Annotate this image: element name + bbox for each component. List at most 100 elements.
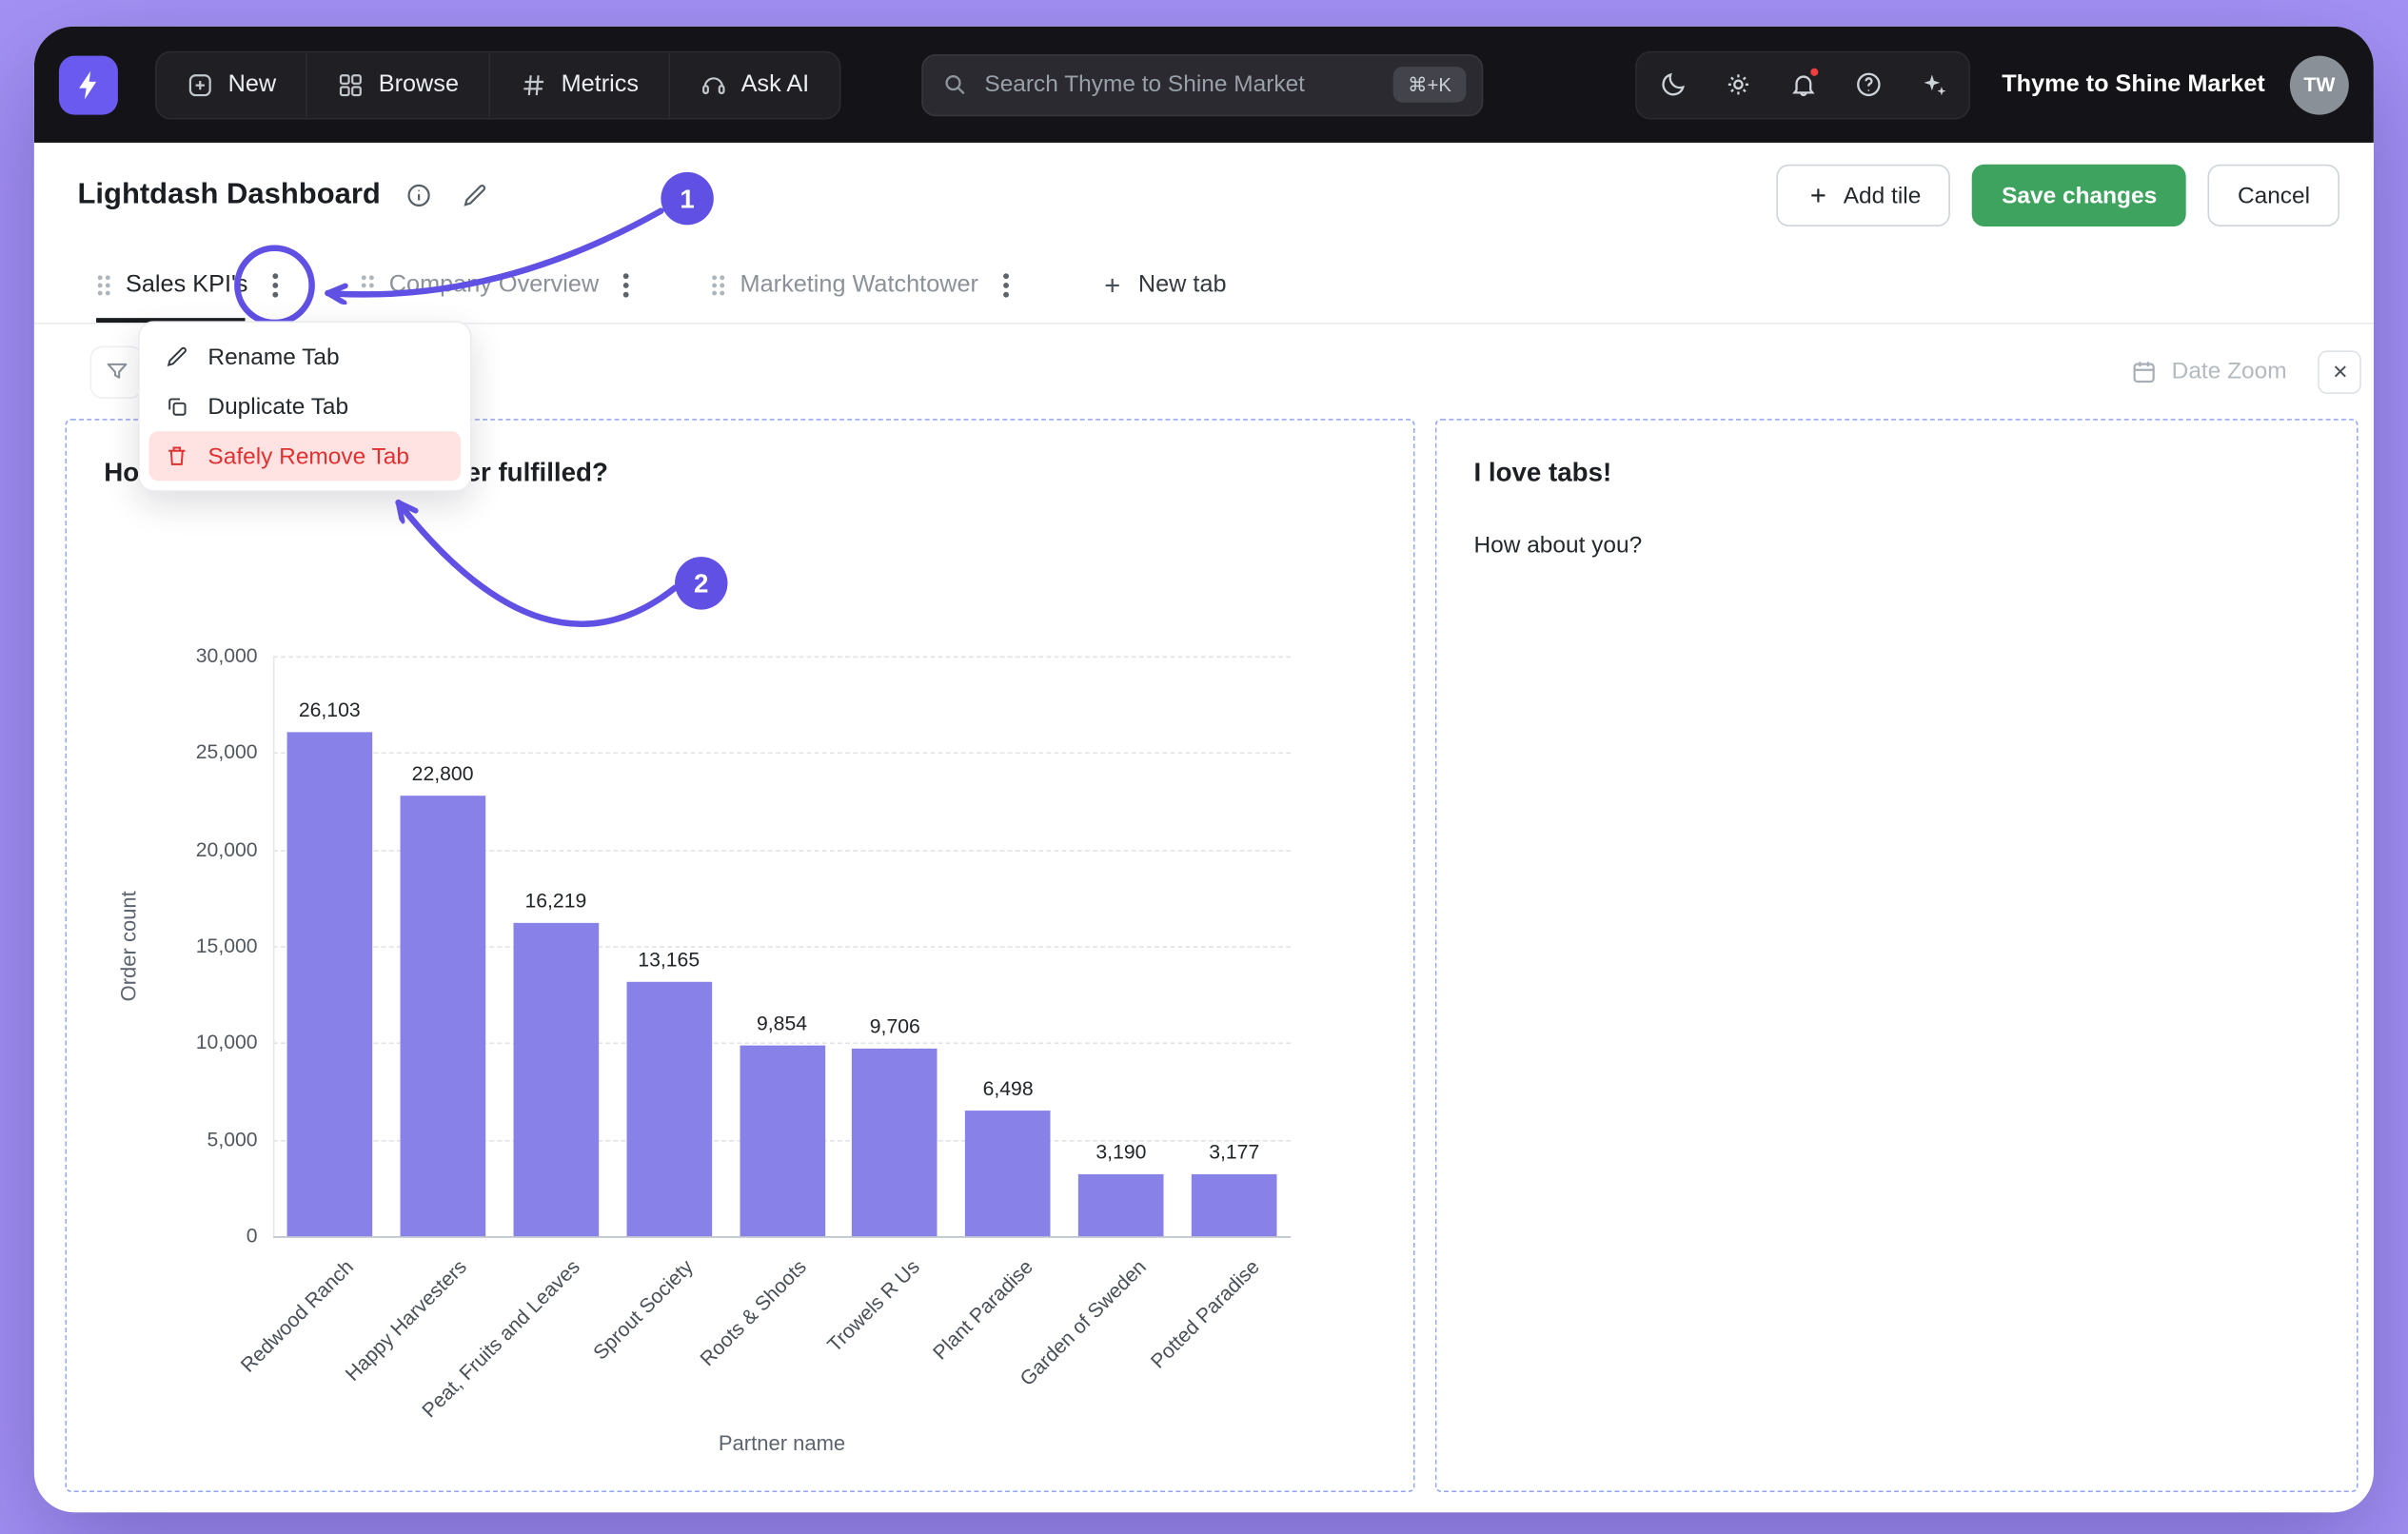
tab-menu-trigger[interactable] xyxy=(613,266,640,305)
y-tick-label: 5,000 xyxy=(207,1127,258,1150)
workspace-name: Thyme to Shine Market xyxy=(2002,70,2265,97)
x-category-label: Happy Harvesters xyxy=(341,1254,472,1386)
y-axis-line xyxy=(272,656,275,1237)
ask-ai-headset-icon xyxy=(700,70,727,98)
navbar-icon-group xyxy=(1635,49,1971,119)
browse-button[interactable]: Browse xyxy=(306,51,488,118)
bar-value-label: 6,498 xyxy=(982,1076,1034,1100)
notifications-button[interactable] xyxy=(1770,53,1835,115)
dark-mode-toggle[interactable] xyxy=(1640,53,1705,115)
dashboard-tabs: Sales KPI's Company Overview Marketing W… xyxy=(33,247,2374,324)
new-button[interactable]: New xyxy=(157,52,306,117)
close-button[interactable] xyxy=(2318,349,2361,394)
tab-label: Marketing Watchtower xyxy=(740,271,978,298)
bar-value-label: 13,165 xyxy=(638,947,701,972)
gridline xyxy=(272,1042,1292,1045)
tab-menu-trigger-annotated[interactable] xyxy=(262,266,288,305)
search-input[interactable] xyxy=(981,69,1380,100)
pencil-icon xyxy=(165,344,189,369)
search-shortcut-badge: ⌘+K xyxy=(1393,67,1466,103)
save-changes-button[interactable]: Save changes xyxy=(1972,164,2187,226)
y-tick-label: 10,000 xyxy=(195,1030,258,1054)
help-button[interactable] xyxy=(1836,53,1901,115)
dashboard-header: Lightdash Dashboard Add tile Save change… xyxy=(33,142,2374,248)
gridline xyxy=(272,656,1292,659)
tab-marketing-watchtower[interactable]: Marketing Watchtower xyxy=(711,248,1019,323)
nav-button-group: New Browse Metrics xyxy=(155,49,840,119)
sparkles-button[interactable] xyxy=(1901,53,1965,115)
new-button-label: New xyxy=(227,70,277,97)
drag-handle-icon[interactable] xyxy=(96,273,111,298)
ask-ai-button-label: Ask AI xyxy=(740,70,810,97)
bar-value-label: 9,854 xyxy=(756,1011,808,1035)
hash-icon xyxy=(520,70,547,98)
header-actions: Add tile Save changes Cancel xyxy=(1776,164,2340,226)
new-tab-button[interactable]: New tab xyxy=(1090,248,1235,323)
date-zoom-button[interactable]: Date Zoom xyxy=(2114,358,2302,385)
menu-item-rename-tab[interactable]: Rename Tab xyxy=(148,332,461,382)
browse-button-label: Browse xyxy=(378,70,459,97)
tab-company-overview[interactable]: Company Overview xyxy=(360,248,640,323)
chart-area: Order count Partner name 0 5,000 10,000 15,… xyxy=(67,421,1413,1491)
funnel-icon xyxy=(103,359,129,385)
bar-value-label: 3,190 xyxy=(1095,1140,1147,1164)
bar-happy-harvesters[interactable] xyxy=(400,795,485,1237)
drag-handle-icon[interactable] xyxy=(711,273,726,298)
tab-sales-kpis[interactable]: Sales KPI's xyxy=(96,248,288,324)
tab-menu-trigger[interactable] xyxy=(993,266,1019,305)
bar-value-label: 9,706 xyxy=(869,1013,920,1038)
ask-ai-button[interactable]: Ask AI xyxy=(667,51,839,118)
menu-item-label: Safely Remove Tab xyxy=(207,442,409,470)
help-icon xyxy=(1854,69,1884,99)
user-avatar[interactable]: TW xyxy=(2289,54,2349,114)
drag-handle-icon[interactable] xyxy=(360,273,375,298)
bar-sprout-society[interactable] xyxy=(625,981,712,1237)
x-category-label: Redwood Ranch xyxy=(236,1254,359,1377)
bar-garden-of-sweden[interactable] xyxy=(1078,1174,1164,1237)
lightning-bolt-icon xyxy=(71,68,106,102)
menu-item-duplicate-tab[interactable]: Duplicate Tab xyxy=(148,382,461,431)
global-search[interactable]: ⌘+K xyxy=(920,53,1483,116)
bar-value-label: 16,219 xyxy=(524,888,587,913)
gear-icon xyxy=(1724,69,1753,99)
bar-roots-shoots[interactable] xyxy=(739,1045,825,1237)
cancel-button[interactable]: Cancel xyxy=(2207,164,2340,226)
chart-tile: How many orders each partner fulfilled? … xyxy=(65,419,1415,1493)
bar-trowels-r-us[interactable] xyxy=(852,1048,938,1237)
date-zoom-label: Date Zoom xyxy=(2171,358,2287,385)
copy-icon xyxy=(165,394,189,419)
y-tick-label: 0 xyxy=(246,1224,258,1248)
edit-title-pencil-icon[interactable] xyxy=(458,178,492,212)
lightdash-logo[interactable] xyxy=(58,54,118,114)
bar-plant-paradise[interactable] xyxy=(965,1111,1051,1237)
search-icon xyxy=(941,71,968,98)
bar-peat-fruits-and-leaves[interactable] xyxy=(513,922,599,1237)
filter-funnel-button[interactable] xyxy=(89,344,143,399)
menu-item-safely-remove[interactable]: Safely Remove Tab xyxy=(148,431,462,482)
y-tick-label: 30,000 xyxy=(195,643,258,667)
x-category-label: Roots & Shoots xyxy=(695,1254,811,1371)
moon-icon xyxy=(1658,69,1688,99)
dashboard-grid: How many orders each partner fulfilled? … xyxy=(33,419,2374,1513)
add-tile-button[interactable]: Add tile xyxy=(1776,164,1951,226)
calendar-icon xyxy=(2130,358,2158,385)
x-category-label: Sprout Society xyxy=(588,1254,699,1365)
info-icon[interactable] xyxy=(403,178,437,212)
plus-icon xyxy=(1099,273,1124,298)
bar-potted-paradise[interactable] xyxy=(1191,1174,1277,1237)
tab-context-menu: Rename Tab Duplicate Tab Safely Remove T… xyxy=(138,321,472,492)
trash-icon xyxy=(165,443,189,468)
grid-icon xyxy=(337,70,365,98)
bar-redwood-ranch[interactable] xyxy=(286,731,373,1237)
metrics-button-label: Metrics xyxy=(561,70,639,97)
plus-icon xyxy=(1806,183,1831,207)
top-navbar: New Browse Metrics xyxy=(33,26,2374,143)
x-axis-line xyxy=(272,1236,1292,1238)
settings-button[interactable] xyxy=(1706,53,1770,115)
y-tick-label: 15,000 xyxy=(195,934,258,957)
metrics-button[interactable]: Metrics xyxy=(487,51,668,118)
bar-value-label: 3,177 xyxy=(1209,1140,1260,1165)
tab-label: Sales KPI's xyxy=(126,271,248,298)
gridline xyxy=(272,849,1292,852)
gridline xyxy=(272,946,1292,948)
